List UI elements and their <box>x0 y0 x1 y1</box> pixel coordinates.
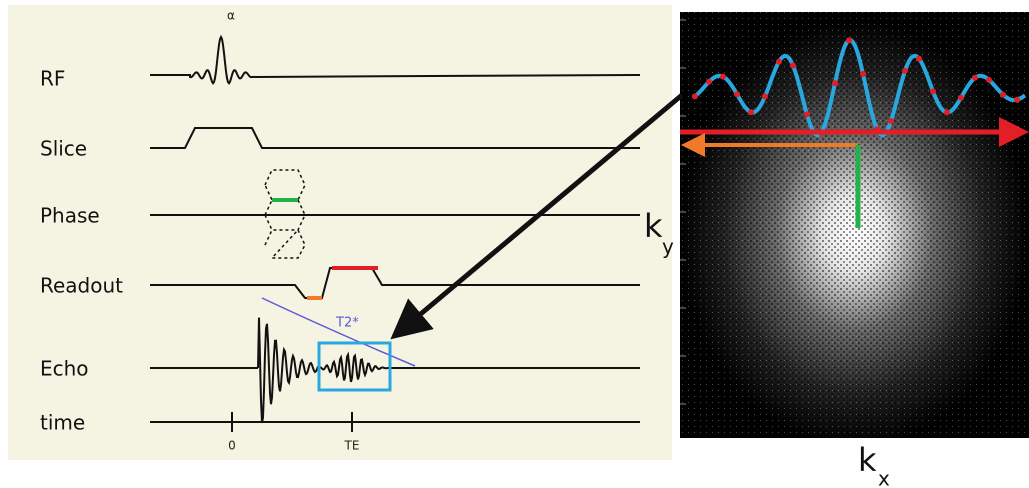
decay-label: T2* <box>335 316 359 331</box>
row-label: time <box>40 411 85 435</box>
time-tick: 0 <box>228 439 236 453</box>
ky-sub: y <box>662 235 674 259</box>
sample-dot <box>972 75 978 81</box>
row-label: Echo <box>40 357 89 381</box>
sample-dot <box>944 109 950 115</box>
sample-dot <box>846 37 852 43</box>
sample-dot <box>832 80 838 86</box>
sample-dot <box>860 71 866 77</box>
figure: α RF Slice Phase Readout Echo time T2* 0… <box>0 0 1029 488</box>
sample-dot <box>888 118 894 124</box>
sample-dot <box>916 56 922 62</box>
sample-dot <box>734 91 740 97</box>
sample-dot <box>930 88 936 94</box>
sample-dot <box>720 74 726 80</box>
sample-dot <box>748 109 754 115</box>
sequence-panel <box>8 5 672 460</box>
sample-dot <box>1014 97 1020 103</box>
sample-dot <box>986 77 992 83</box>
ky-label: k <box>644 207 663 245</box>
sample-dot <box>776 59 782 65</box>
sample-dot <box>1000 92 1006 98</box>
flip-angle: α <box>227 9 235 23</box>
sample-dot <box>692 93 698 99</box>
row-label: Readout <box>40 274 123 298</box>
row-label: Phase <box>40 204 100 228</box>
sample-dot <box>706 79 712 85</box>
kx-sub: x <box>878 467 890 488</box>
row-label: Slice <box>40 137 87 161</box>
sample-dot <box>902 68 908 74</box>
row-label: RF <box>40 67 65 91</box>
sample-dot <box>804 111 810 117</box>
sample-dot <box>762 93 768 99</box>
time-tick: TE <box>344 439 360 453</box>
sample-dot <box>958 95 964 101</box>
kx-label: k <box>858 441 877 479</box>
sample-dot <box>790 63 796 69</box>
